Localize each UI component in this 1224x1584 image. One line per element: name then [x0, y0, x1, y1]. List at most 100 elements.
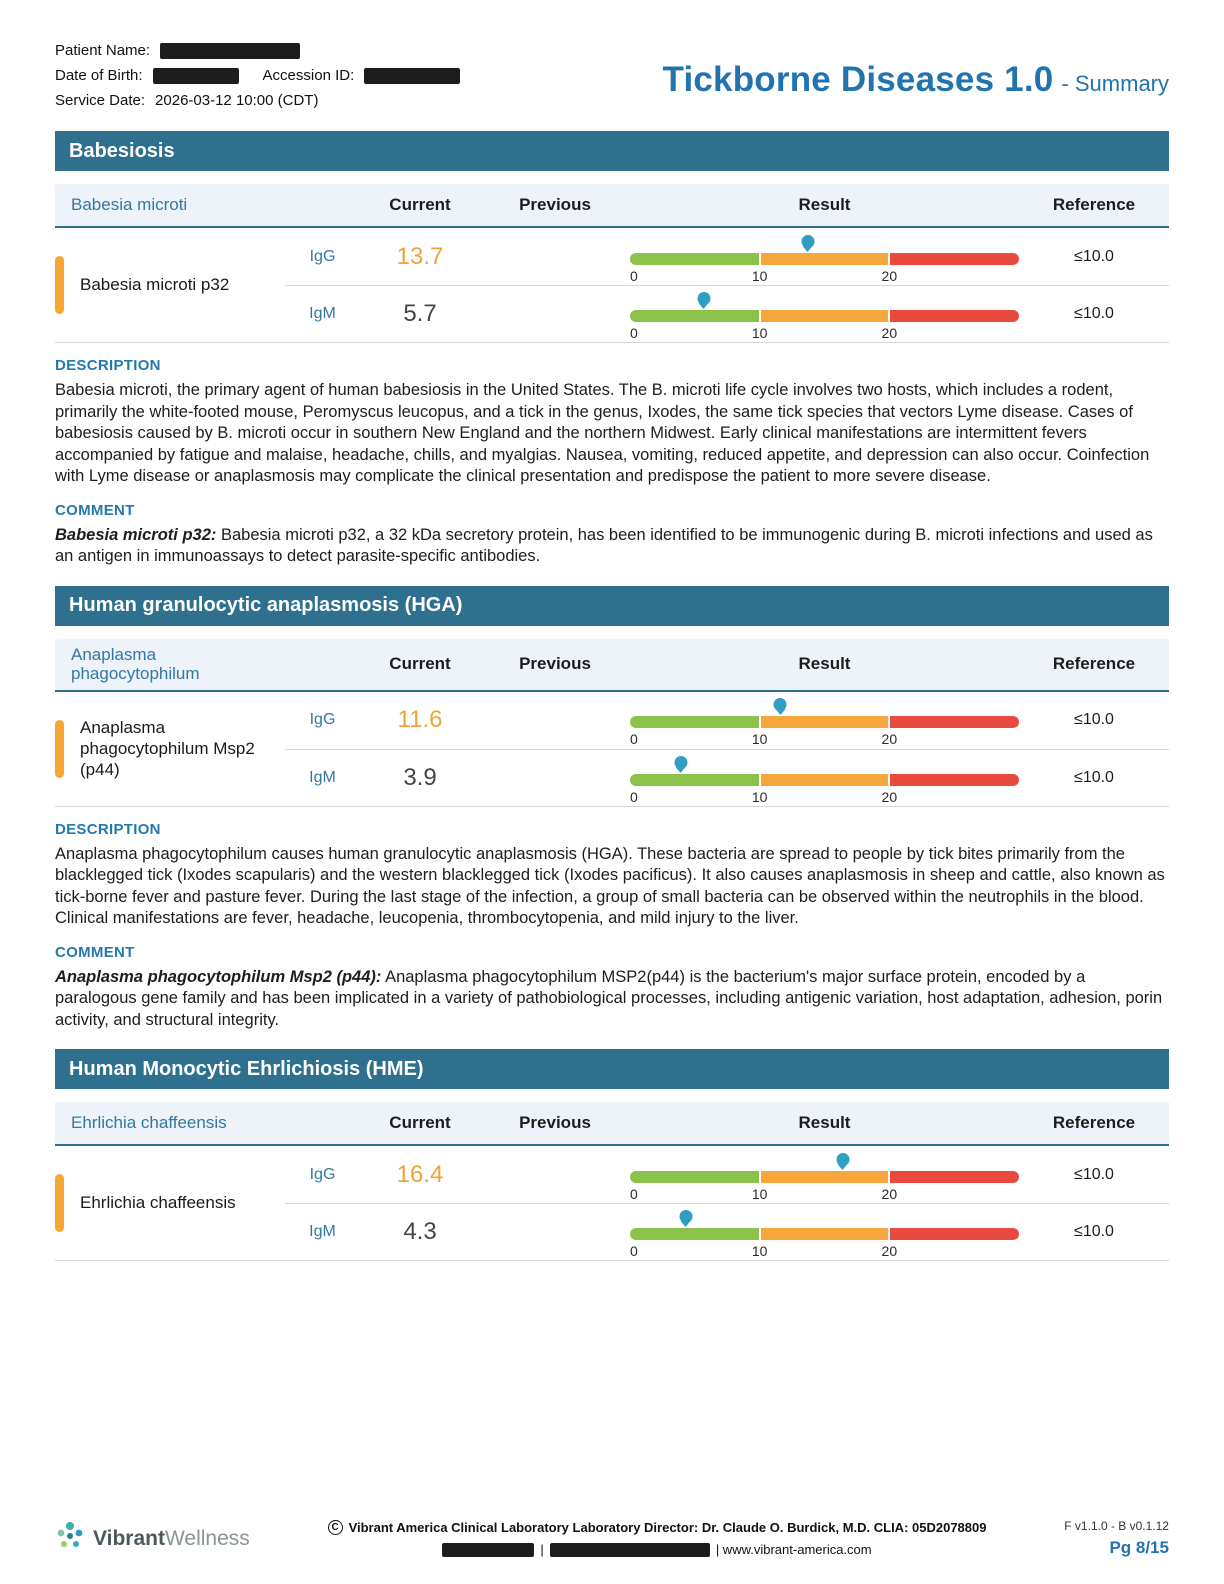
- section-title: Babesiosis: [69, 139, 175, 162]
- result-row-igg: IgG 16.4 0 10 20: [285, 1146, 1169, 1203]
- section-header-bar: Human granulocytic anaplasmosis (HGA): [55, 585, 1169, 626]
- test-name: Anaplasma phagocytophilum Msp2 (p44): [80, 717, 255, 780]
- service-date-value: 2026-03-12 10:00 (CDT): [155, 92, 319, 109]
- gauge-track: [630, 1228, 1019, 1241]
- description-block: DESCRIPTION Babesia microti, the primary…: [55, 357, 1169, 488]
- gauge-track: [630, 773, 1019, 786]
- gauge-ticks: 0 10 20: [630, 1243, 898, 1260]
- antibody-label: IgM: [309, 305, 336, 322]
- gauge-marker-icon: [801, 234, 815, 248]
- test-row-group: Ehrlichia chaffeensis IgG 16.4 0 10 20: [55, 1146, 1169, 1262]
- gauge-segment-red: [889, 773, 1019, 786]
- result-row-igm: IgM 5.7 0 10 20: [285, 285, 1169, 342]
- column-reference: Reference: [1052, 654, 1136, 674]
- comment-heading: COMMENT: [55, 501, 135, 519]
- report-title: Tickborne Diseases 1.0: [662, 60, 1054, 99]
- section-header-bar: Human Monocytic Ehrlichiosis (HME): [55, 1049, 1169, 1090]
- results-table-header: Babesia microti Current Previous Result …: [55, 184, 1169, 228]
- redacted-footer-phone: [442, 1542, 535, 1557]
- gauge-segment-orange: [761, 1170, 888, 1183]
- description-text: Anaplasma phagocytophilum causes human g…: [55, 844, 1165, 928]
- gauge-segment-orange: [761, 310, 888, 322]
- gauge-segment-red: [889, 1170, 1019, 1183]
- current-value: 16.4: [396, 1160, 444, 1188]
- current-value: 4.3: [403, 1218, 437, 1246]
- column-current: Current: [389, 195, 451, 214]
- footer-lab-info: C Vibrant America Clinical Laboratory La…: [327, 1520, 987, 1557]
- report-header: Patient Name: Date of Birth: Accession I…: [0, 0, 1224, 131]
- antibody-label: IgG: [309, 247, 336, 265]
- gauge-marker-icon: [773, 698, 787, 712]
- result-gauge: 0 10 20: [630, 1150, 1019, 1202]
- result-gauge: 0 10 20: [630, 753, 1019, 805]
- result-row-igg: IgG 11.6 0 10 20: [285, 692, 1169, 749]
- column-reference: Reference: [1052, 1113, 1136, 1133]
- reference-value: ≤10.0: [1074, 305, 1114, 322]
- section-title: Human Monocytic Ehrlichiosis (HME): [69, 1057, 424, 1080]
- test-accent-bar: [55, 1174, 64, 1233]
- patient-name-label: Patient Name:: [55, 42, 151, 59]
- results-table-header: Anaplasma phagocytophilum Current Previo…: [55, 638, 1169, 692]
- patient-info: Patient Name: Date of Birth: Accession I…: [55, 42, 461, 117]
- column-result: Result: [798, 195, 851, 214]
- website-link[interactable]: | www.vibrant-america.com: [715, 1542, 872, 1557]
- gauge-track: [630, 252, 1019, 265]
- gauge-marker-icon: [836, 1152, 850, 1166]
- description-block: DESCRIPTION Anaplasma phagocytophilum ca…: [55, 821, 1169, 930]
- test-accent-bar: [55, 256, 64, 314]
- gauge-segment-red: [889, 1228, 1019, 1241]
- gauge-segment-green: [630, 773, 760, 786]
- column-previous: Previous: [519, 1113, 591, 1133]
- gauge-segment-red: [889, 310, 1019, 322]
- current-value: 13.7: [396, 242, 444, 270]
- redacted-dob: [152, 67, 239, 84]
- result-row-igm: IgM 4.3 0 10 20: [285, 1203, 1169, 1260]
- gauge-ticks: 0 10 20: [630, 788, 898, 805]
- gauge-segment-red: [889, 252, 1019, 265]
- panel-name: Babesia microti: [71, 195, 188, 215]
- column-result: Result: [798, 654, 851, 674]
- report-subtitle: - Summary: [1061, 71, 1169, 96]
- gauge-segment-green: [630, 1228, 760, 1241]
- results-table-header: Ehrlichia chaffeensis Current Previous R…: [55, 1102, 1169, 1147]
- gauge-ticks: 0 10 20: [630, 731, 898, 748]
- comment-heading: COMMENT: [55, 943, 135, 961]
- reference-value: ≤10.0: [1074, 768, 1114, 786]
- dob-label: Date of Birth:: [55, 67, 143, 84]
- result-row-igm: IgM 3.9 0 10 20: [285, 748, 1169, 806]
- column-result: Result: [798, 1113, 851, 1133]
- redacted-footer-address: [549, 1542, 710, 1557]
- column-current: Current: [389, 654, 451, 674]
- result-gauge: 0 10 20: [630, 695, 1019, 748]
- gauge-segment-orange: [761, 716, 888, 729]
- comment-text: Anaplasma phagocytophilum Msp2 (p44): An…: [55, 967, 1163, 1029]
- section-title: Human granulocytic anaplasmosis (HGA): [69, 594, 463, 616]
- gauge-segment-green: [630, 310, 760, 322]
- vibrant-logo-icon: [55, 1520, 85, 1557]
- antibody-label: IgG: [309, 1165, 336, 1183]
- result-gauge: 0 10 20: [630, 1207, 1019, 1260]
- current-value: 5.7: [403, 300, 437, 327]
- section-header-bar: Babesiosis: [55, 131, 1169, 171]
- column-previous: Previous: [519, 195, 591, 214]
- antibody-label: IgM: [309, 1223, 336, 1241]
- report-footer: VibrantWellness C Vibrant America Clinic…: [0, 1519, 1224, 1558]
- section-babesiosis: Babesiosis Babesia microti Current Previ…: [0, 131, 1224, 568]
- gauge-ticks: 0 10 20: [630, 1185, 898, 1202]
- gauge-marker-icon: [697, 292, 711, 305]
- redacted-patient-name: [160, 42, 301, 59]
- column-previous: Previous: [519, 654, 591, 674]
- gauge-track: [630, 310, 1019, 322]
- reference-value: ≤10.0: [1074, 711, 1114, 729]
- brand-wordmark: VibrantWellness: [93, 1526, 250, 1550]
- comment-block: COMMENT Babesia microti p32: Babesia mic…: [55, 502, 1169, 568]
- lab-info-text: Vibrant America Clinical Laboratory Labo…: [348, 1520, 987, 1535]
- result-gauge: 0 10 20: [630, 289, 1019, 341]
- title-block: Tickborne Diseases 1.0 - Summary: [663, 60, 1169, 100]
- panel-name: Ehrlichia chaffeensis: [71, 1113, 227, 1133]
- comment-lead: Babesia microti p32:: [55, 525, 217, 544]
- description-heading: DESCRIPTION: [55, 820, 161, 838]
- version-text: F v1.1.0 - B v0.1.12: [1064, 1519, 1169, 1533]
- gauge-marker-icon: [679, 1210, 693, 1224]
- gauge-segment-green: [630, 1170, 760, 1183]
